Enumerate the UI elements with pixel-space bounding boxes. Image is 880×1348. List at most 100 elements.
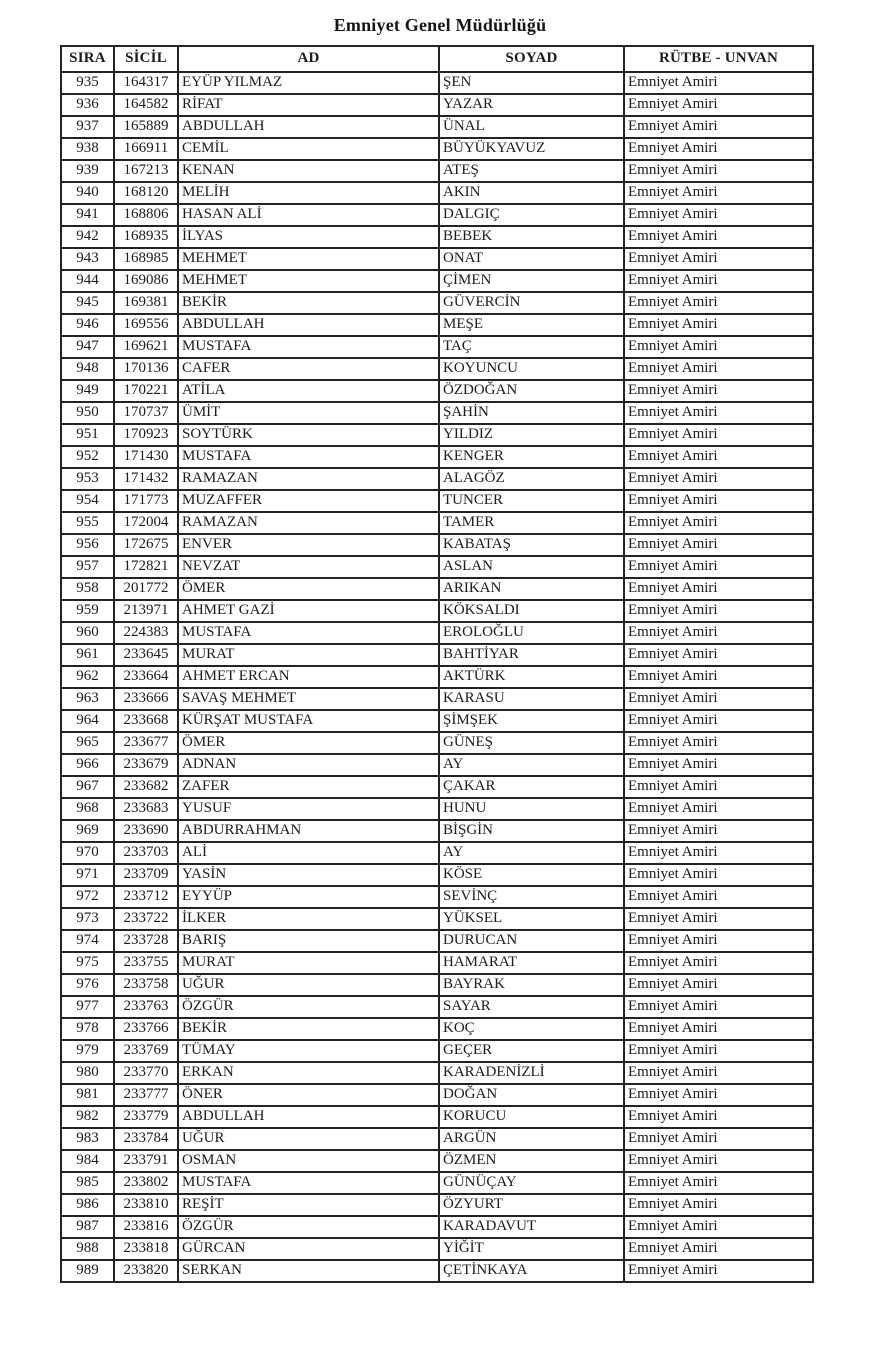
cell-sicil: 172675 bbox=[113, 533, 179, 557]
cell-sira: 982 bbox=[60, 1105, 115, 1129]
personnel-table: SIRA SİCİL AD SOYAD RÜTBE - UNVAN 935 16… bbox=[60, 45, 814, 1283]
cell-soyad: KARASU bbox=[438, 687, 625, 711]
cell-sira: 973 bbox=[60, 907, 115, 931]
cell-sicil: 172004 bbox=[113, 511, 179, 535]
cell-rutbe: Emniyet Amiri bbox=[623, 665, 814, 689]
cell-sira: 980 bbox=[60, 1061, 115, 1085]
cell-rutbe: Emniyet Amiri bbox=[623, 1215, 814, 1239]
cell-ad: RAMAZAN bbox=[177, 511, 440, 535]
cell-sira: 968 bbox=[60, 797, 115, 821]
cell-sira: 947 bbox=[60, 335, 115, 359]
cell-ad: CAFER bbox=[177, 357, 440, 381]
cell-sicil: 233668 bbox=[113, 709, 179, 733]
cell-rutbe: Emniyet Amiri bbox=[623, 863, 814, 887]
cell-sira: 938 bbox=[60, 137, 115, 161]
table-row: 941 168806 HASAN ALİ DALGIÇ Emniyet Amir… bbox=[60, 203, 814, 227]
table-row: 955 172004 RAMAZAN TAMER Emniyet Amiri bbox=[60, 511, 814, 535]
cell-soyad: TAMER bbox=[438, 511, 625, 535]
table-row: 958 201772 ÖMER ARIKAN Emniyet Amiri bbox=[60, 577, 814, 601]
cell-rutbe: Emniyet Amiri bbox=[623, 93, 814, 117]
cell-sicil: 201772 bbox=[113, 577, 179, 601]
cell-ad: ADNAN bbox=[177, 753, 440, 777]
cell-soyad: ÜNAL bbox=[438, 115, 625, 139]
table-row: 939 167213 KENAN ATEŞ Emniyet Amiri bbox=[60, 159, 814, 183]
cell-soyad: ARIKAN bbox=[438, 577, 625, 601]
cell-sicil: 233709 bbox=[113, 863, 179, 887]
cell-soyad: SAYAR bbox=[438, 995, 625, 1019]
cell-sira: 983 bbox=[60, 1127, 115, 1151]
cell-soyad: BÜYÜKYAVUZ bbox=[438, 137, 625, 161]
cell-rutbe: Emniyet Amiri bbox=[623, 269, 814, 293]
table-row: 972 233712 EYYÜP SEVİNÇ Emniyet Amiri bbox=[60, 885, 814, 909]
cell-soyad: BEBEK bbox=[438, 225, 625, 249]
cell-sira: 963 bbox=[60, 687, 115, 711]
cell-rutbe: Emniyet Amiri bbox=[623, 951, 814, 975]
cell-rutbe: Emniyet Amiri bbox=[623, 203, 814, 227]
cell-rutbe: Emniyet Amiri bbox=[623, 335, 814, 359]
cell-rutbe: Emniyet Amiri bbox=[623, 379, 814, 403]
cell-rutbe: Emniyet Amiri bbox=[623, 1149, 814, 1173]
cell-soyad: YÜKSEL bbox=[438, 907, 625, 931]
table-row: 968 233683 YUSUF HUNU Emniyet Amiri bbox=[60, 797, 814, 821]
cell-rutbe: Emniyet Amiri bbox=[623, 1017, 814, 1041]
cell-ad: NEVZAT bbox=[177, 555, 440, 579]
cell-sira: 943 bbox=[60, 247, 115, 271]
cell-ad: ABDULLAH bbox=[177, 1105, 440, 1129]
table-row: 974 233728 BARIŞ DURUCAN Emniyet Amiri bbox=[60, 929, 814, 953]
cell-ad: İLKER bbox=[177, 907, 440, 931]
table-row: 964 233668 KÜRŞAT MUSTAFA ŞİMŞEK Emniyet… bbox=[60, 709, 814, 733]
cell-ad: ALİ bbox=[177, 841, 440, 865]
cell-ad: ENVER bbox=[177, 533, 440, 557]
cell-rutbe: Emniyet Amiri bbox=[623, 181, 814, 205]
column-header-sira: SIRA bbox=[60, 45, 115, 73]
cell-soyad: ATEŞ bbox=[438, 159, 625, 183]
cell-soyad: AY bbox=[438, 841, 625, 865]
cell-rutbe: Emniyet Amiri bbox=[623, 511, 814, 535]
cell-sicil: 168985 bbox=[113, 247, 179, 271]
cell-soyad: KARADENİZLİ bbox=[438, 1061, 625, 1085]
cell-sicil: 170737 bbox=[113, 401, 179, 425]
cell-sicil: 168935 bbox=[113, 225, 179, 249]
cell-ad: MEHMET bbox=[177, 269, 440, 293]
cell-sicil: 233712 bbox=[113, 885, 179, 909]
cell-ad: MURAT bbox=[177, 951, 440, 975]
cell-soyad: GÜNÜÇAY bbox=[438, 1171, 625, 1195]
table-row: 937 165889 ABDULLAH ÜNAL Emniyet Amiri bbox=[60, 115, 814, 139]
cell-soyad: YILDIZ bbox=[438, 423, 625, 447]
cell-ad: ÖZGÜR bbox=[177, 1215, 440, 1239]
cell-rutbe: Emniyet Amiri bbox=[623, 1083, 814, 1107]
cell-ad: UĞUR bbox=[177, 973, 440, 997]
cell-soyad: KOÇ bbox=[438, 1017, 625, 1041]
cell-rutbe: Emniyet Amiri bbox=[623, 709, 814, 733]
cell-sira: 977 bbox=[60, 995, 115, 1019]
table-row: 966 233679 ADNAN AY Emniyet Amiri bbox=[60, 753, 814, 777]
cell-ad: TÜMAY bbox=[177, 1039, 440, 1063]
cell-rutbe: Emniyet Amiri bbox=[623, 159, 814, 183]
cell-sicil: 166911 bbox=[113, 137, 179, 161]
table-row: 936 164582 RİFAT YAZAR Emniyet Amiri bbox=[60, 93, 814, 117]
cell-sira: 962 bbox=[60, 665, 115, 689]
table-row: 970 233703 ALİ AY Emniyet Amiri bbox=[60, 841, 814, 865]
cell-sicil: 233769 bbox=[113, 1039, 179, 1063]
cell-sicil: 233818 bbox=[113, 1237, 179, 1261]
cell-ad: ÖZGÜR bbox=[177, 995, 440, 1019]
cell-sira: 939 bbox=[60, 159, 115, 183]
cell-sicil: 169621 bbox=[113, 335, 179, 359]
cell-ad: ZAFER bbox=[177, 775, 440, 799]
cell-rutbe: Emniyet Amiri bbox=[623, 819, 814, 843]
table-row: 978 233766 BEKİR KOÇ Emniyet Amiri bbox=[60, 1017, 814, 1041]
cell-sicil: 233784 bbox=[113, 1127, 179, 1151]
cell-sicil: 164582 bbox=[113, 93, 179, 117]
cell-rutbe: Emniyet Amiri bbox=[623, 137, 814, 161]
cell-sira: 941 bbox=[60, 203, 115, 227]
cell-ad: HASAN ALİ bbox=[177, 203, 440, 227]
table-row: 942 168935 İLYAS BEBEK Emniyet Amiri bbox=[60, 225, 814, 249]
cell-rutbe: Emniyet Amiri bbox=[623, 313, 814, 337]
cell-sira: 958 bbox=[60, 577, 115, 601]
cell-sira: 965 bbox=[60, 731, 115, 755]
cell-sira: 944 bbox=[60, 269, 115, 293]
cell-sicil: 169086 bbox=[113, 269, 179, 293]
table-row: 980 233770 ERKAN KARADENİZLİ Emniyet Ami… bbox=[60, 1061, 814, 1085]
cell-sira: 966 bbox=[60, 753, 115, 777]
cell-sira: 942 bbox=[60, 225, 115, 249]
